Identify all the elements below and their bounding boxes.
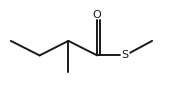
Text: S: S bbox=[122, 50, 129, 60]
Text: O: O bbox=[93, 10, 102, 20]
